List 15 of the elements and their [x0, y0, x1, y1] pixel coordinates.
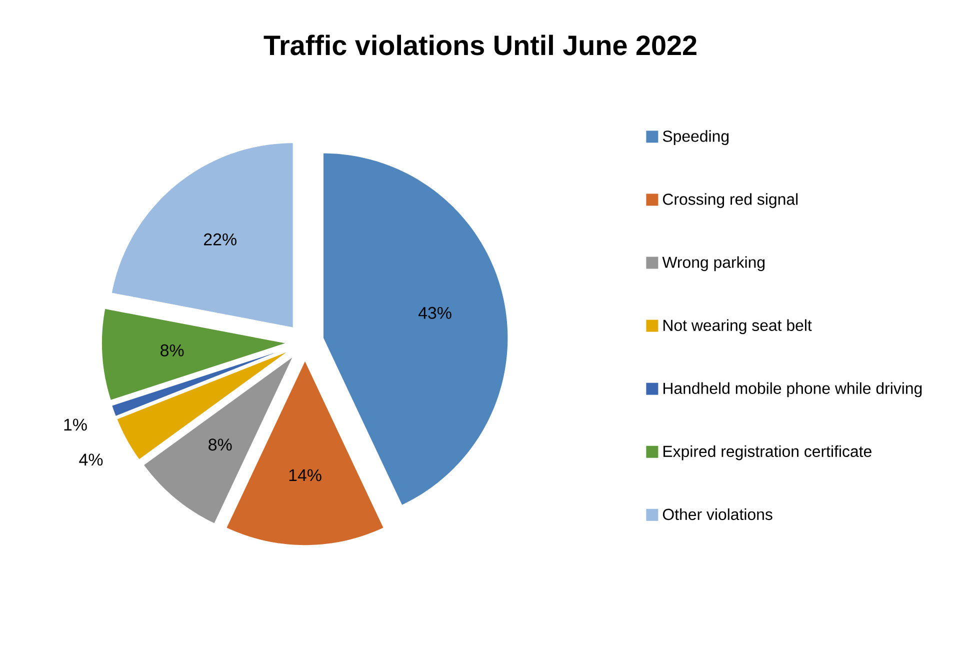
- legend-label: Handheld mobile phone while driving: [664, 382, 922, 398]
- legend-label: Speeding: [662, 130, 729, 146]
- data-label: 43%: [418, 306, 452, 319]
- legend-label: Wrong parking: [662, 256, 765, 272]
- legend-label: Other violations: [662, 508, 772, 520]
- legend-label: Expired registration certificate: [664, 445, 872, 460]
- legend-label: Crossing red signal: [663, 193, 798, 208]
- data-label: 4%: [79, 454, 103, 466]
- chart-title: Traffic violations Until June 2022: [264, 34, 696, 56]
- data-label: 1%: [64, 418, 87, 431]
- data-label: 8%: [160, 344, 184, 356]
- data-label: 14%: [289, 469, 322, 482]
- data-label: 22%: [204, 233, 236, 246]
- data-label: 8%: [208, 438, 232, 451]
- legend-label: Not wearing seat belt: [664, 319, 812, 334]
